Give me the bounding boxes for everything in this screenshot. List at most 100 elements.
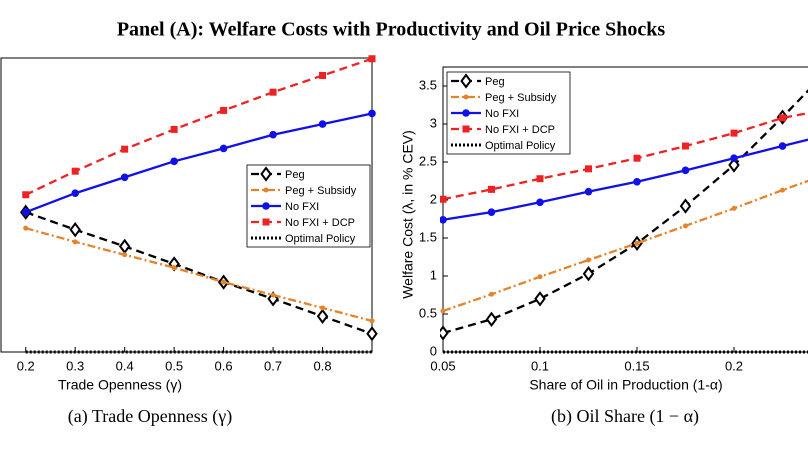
- marker: [221, 279, 227, 285]
- marker: [537, 274, 543, 280]
- marker: [633, 154, 641, 162]
- y-tick-label: 2.5: [419, 153, 437, 168]
- marker: [69, 222, 81, 238]
- y-tick-label: 2: [430, 191, 437, 206]
- marker: [534, 291, 546, 307]
- legend-label: No FXI: [485, 108, 519, 120]
- y-axis-label: Welfare Cost (λ, in % CEV): [400, 130, 416, 299]
- legend-marker: [462, 109, 470, 117]
- marker: [634, 240, 640, 246]
- marker: [582, 266, 595, 282]
- x-tick-label: 0.4: [116, 358, 134, 373]
- x-tick-label: 0.05: [430, 358, 455, 373]
- marker: [269, 130, 277, 139]
- marker: [270, 292, 276, 298]
- marker: [488, 185, 495, 193]
- legend-marker: [462, 125, 470, 133]
- marker: [440, 325, 449, 341]
- marker: [679, 198, 692, 214]
- caption: (a) Trade Openness (γ): [68, 406, 232, 427]
- x-tick-label: 0.5: [165, 358, 183, 373]
- marker: [731, 205, 737, 211]
- y-tick-label: 1.5: [419, 229, 437, 244]
- marker: [318, 120, 327, 128]
- x-tick-label: 0.3: [66, 358, 84, 373]
- y-tick-label: 0.5: [419, 305, 437, 320]
- marker: [319, 71, 327, 79]
- legend: Peg Peg + Subsidy No FXI No FXI + DCP Optima…: [246, 164, 371, 248]
- marker: [633, 177, 641, 186]
- marker: [120, 173, 129, 182]
- series-line: [25, 112, 373, 214]
- legend-marker: [262, 202, 270, 210]
- x-tick-label: 0.7: [264, 358, 282, 373]
- series-line: [25, 227, 373, 322]
- legend-label: Peg: [485, 76, 505, 88]
- marker: [316, 308, 329, 324]
- marker: [683, 223, 688, 229]
- x-tick-label: 0.2: [725, 358, 743, 373]
- x-tick-label: 0.6: [215, 358, 233, 373]
- legend-marker: [460, 73, 472, 89]
- series-line: [442, 179, 808, 313]
- marker: [219, 144, 228, 153]
- marker: [368, 109, 376, 118]
- y-tick-label: 1: [430, 267, 437, 282]
- marker: [171, 265, 177, 271]
- marker: [23, 225, 29, 231]
- legend-marker: [260, 166, 272, 182]
- marker: [586, 257, 591, 263]
- plot-area: [440, 89, 808, 354]
- legend-label: Peg + Subsidy: [485, 92, 557, 104]
- marker: [320, 305, 326, 311]
- legend-label: No FXI + DCP: [485, 124, 555, 136]
- x-axis-label: Trade Openness (γ): [58, 377, 182, 393]
- x-tick-label: 0.8: [313, 358, 331, 373]
- marker: [778, 142, 787, 150]
- legend-label: Optimal Policy: [485, 140, 556, 152]
- legend-label: No FXI: [285, 201, 319, 213]
- marker: [489, 291, 494, 297]
- marker: [122, 252, 128, 258]
- marker: [440, 308, 446, 314]
- x-axis-label: Share of Oil in Production (1-α): [529, 377, 722, 393]
- x-tick-label: 0.2: [17, 358, 35, 373]
- marker: [682, 142, 689, 150]
- page-title: Panel (A): Welfare Costs with Productivi…: [117, 19, 666, 41]
- legend-marker: [463, 94, 469, 100]
- marker: [22, 191, 30, 199]
- marker: [536, 175, 544, 183]
- marker: [369, 318, 375, 324]
- marker: [536, 198, 544, 207]
- caption: (b) Oil Share (1 − α): [551, 406, 699, 427]
- marker: [440, 195, 447, 203]
- legend-label: Optimal Policy: [285, 233, 356, 245]
- marker: [220, 106, 228, 114]
- legend: Peg Peg + Subsidy No FXI No FXI + DCP Optima…: [446, 71, 571, 155]
- marker: [585, 165, 592, 173]
- x-tick-label: 0.1: [531, 358, 549, 373]
- y-tick-label: 0: [430, 343, 437, 358]
- marker: [368, 55, 376, 63]
- marker: [730, 154, 738, 162]
- marker: [366, 326, 378, 342]
- marker: [118, 238, 131, 255]
- legend-label: Peg + Subsidy: [285, 185, 357, 197]
- legend-label: No FXI + DCP: [285, 217, 355, 229]
- plot-area: [19, 55, 378, 354]
- legend-label: Peg: [285, 169, 305, 181]
- y-tick-label: 3.5: [419, 77, 437, 92]
- marker: [487, 208, 496, 216]
- marker: [728, 157, 740, 173]
- marker: [730, 129, 738, 137]
- marker: [121, 145, 129, 153]
- marker: [269, 88, 277, 96]
- marker: [440, 215, 447, 224]
- marker: [21, 208, 30, 217]
- legend-marker: [262, 218, 270, 226]
- marker: [71, 189, 79, 198]
- x-tick-label: 0.15: [624, 358, 649, 373]
- marker: [72, 239, 78, 245]
- marker: [485, 311, 498, 327]
